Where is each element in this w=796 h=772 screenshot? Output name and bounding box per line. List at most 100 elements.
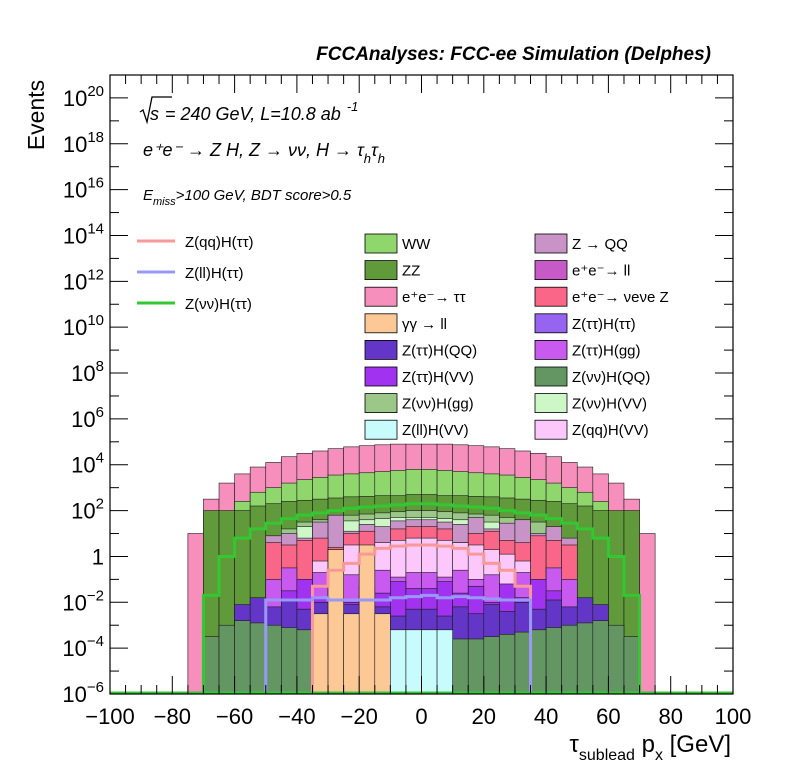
y-tick-label: 108 xyxy=(71,358,104,386)
stack-z-ll-h-vv xyxy=(390,629,453,695)
legend-swatch xyxy=(534,233,568,254)
legend-swatch xyxy=(364,419,398,440)
bar-z-h-qq-3 xyxy=(249,622,267,695)
legend-backgrounds: WW Z → QQ ZZ e⁺e⁻→ ll e⁺e⁻→ ττ e⁺e⁻→ νeνe Z γγ… xyxy=(364,233,669,440)
x-axis-label-main: τ xyxy=(569,731,579,758)
bar-z-h-qq-6 xyxy=(296,629,313,695)
legend-background-label: ZZ xyxy=(402,263,420,280)
legend-signals: Z(qq)H(ττ) Z(ll)H(ττ) Z(νν)H(ττ) xyxy=(137,234,254,313)
bar-z-ll-h-vv-2 xyxy=(421,629,438,695)
stacked-histograms xyxy=(187,443,656,695)
legend-swatch xyxy=(364,233,398,254)
bar-ll-0 xyxy=(312,613,329,695)
legend-swatch xyxy=(364,339,398,360)
x-tick-label: −80 xyxy=(154,704,191,729)
x-tick-label: −60 xyxy=(216,704,253,729)
x-tick-label: 0 xyxy=(415,704,427,729)
bar-z-ll-h-vv-3 xyxy=(436,629,453,695)
process-sub1: h xyxy=(364,151,371,166)
signal-line-z-h xyxy=(201,502,642,694)
legend-background-label: Z(ll)H(VV) xyxy=(402,422,469,439)
legend-background-label: Z(νν)H(VV) xyxy=(572,396,647,413)
annotation-cuts: Emiss>100 GeV, BDT score>0.5 xyxy=(143,187,352,208)
legend-background-label: γγ → ll xyxy=(402,316,447,333)
y-tick-label: 106 xyxy=(71,404,104,432)
process-tau2: τ xyxy=(371,140,379,160)
legend-swatch xyxy=(534,393,568,414)
y-tick-label: 1010 xyxy=(63,312,104,340)
legend-swatch xyxy=(534,366,568,387)
legend-swatch xyxy=(534,313,568,334)
bar-z-h-qq-21 xyxy=(530,629,547,695)
legend-background-label: Z(ττ)H(ττ) xyxy=(572,316,636,333)
legend-signal-label: Z(ll)H(ττ) xyxy=(185,265,244,282)
legend-background-label: e⁺e⁻→ ττ xyxy=(402,289,466,306)
legend-background-label: e⁺e⁻→ νeνe Z xyxy=(572,289,669,306)
bar-ll-4 xyxy=(374,613,391,695)
chart-title: FCCAnalyses: FCC-ee Simulation (Delphes) xyxy=(316,44,711,65)
legend-signal-label: Z(qq)H(ττ) xyxy=(185,234,254,251)
x-tick-label: 60 xyxy=(596,704,620,729)
legend-background-label: Z(ττ)H(gg) xyxy=(572,342,641,359)
legend-swatch xyxy=(534,260,568,281)
x-tick-label: 100 xyxy=(715,704,752,729)
x-axis-label: τsublead px [GeV] xyxy=(569,731,731,764)
legend-background-label: Z(ττ)H(VV) xyxy=(402,369,474,386)
x-axis-label-sub2: x xyxy=(655,747,663,764)
legend-background-label: Z → QQ xyxy=(572,236,628,253)
legend-background-label: Z(νν)H(gg) xyxy=(402,396,474,413)
svg-text:s= 240 GeV, L=10.8 ab-1: s = 240 GeV, L=10.8 ab -1 xyxy=(150,99,358,124)
bar-z-h-qq-17 xyxy=(467,638,485,695)
cuts-sub: miss xyxy=(153,196,176,208)
y-tick-label: 1014 xyxy=(63,220,104,248)
bar-z-h-qq-26 xyxy=(608,624,625,695)
energy-exponent: -1 xyxy=(347,99,359,114)
y-tick-label: 10−6 xyxy=(62,679,104,707)
bar-z-h-qq-4 xyxy=(265,624,282,695)
y-tick-label: 10−2 xyxy=(62,587,104,615)
process-sub2: h xyxy=(378,151,385,166)
bar-z-h-qq-5 xyxy=(281,627,298,695)
x-tick-label: −20 xyxy=(341,704,378,729)
legend-background-label: e⁺e⁻→ ll xyxy=(572,263,630,280)
bar-z-ll-h-vv-0 xyxy=(390,629,407,695)
y-tick-label: 10−4 xyxy=(62,633,104,661)
sqrt-symbol xyxy=(139,96,172,125)
x-axis-label-sub: sublead xyxy=(579,747,635,764)
bar-z-h-qq-0 xyxy=(203,636,220,695)
legend-background-label: WW xyxy=(402,236,431,253)
legend-swatch xyxy=(534,419,568,440)
y-tick-label: 104 xyxy=(71,450,104,478)
energy-sqrt: s xyxy=(150,104,159,124)
bar-z-h-qq-16 xyxy=(452,638,469,695)
bar-z-h-qq-19 xyxy=(499,634,516,695)
x-axis-label-unit: [GeV] xyxy=(663,731,731,758)
legend-swatch xyxy=(364,393,398,414)
legend-swatch xyxy=(534,339,568,360)
axis-ticks: −100 −80 −60 −40 −20 0 20 40 60 80 100 10−6 10−4 10−2… xyxy=(62,74,752,729)
x-axis-label-rest: p xyxy=(635,731,655,758)
cuts-e: E xyxy=(143,187,154,204)
y-tick-label: 1020 xyxy=(63,83,104,111)
legend-swatch xyxy=(364,286,398,307)
bar-z-h-qq-27 xyxy=(623,636,640,695)
bar-z-h-qq-1 xyxy=(218,624,235,695)
process-main: e⁺e⁻ → Z H, Z → νν, H → τ xyxy=(143,140,365,160)
bar-z-h-qq-18 xyxy=(483,636,500,695)
bar-ll-2 xyxy=(343,613,360,695)
y-tick-label: 1016 xyxy=(63,175,104,203)
annotation-process: e⁺e⁻ → Z H, Z → νν, H → τhτh xyxy=(143,140,385,166)
bar-z-h-qq-20 xyxy=(514,631,531,695)
signal-lines xyxy=(110,502,733,694)
legend-swatch xyxy=(534,286,568,307)
bar-z-h-qq-23 xyxy=(561,624,578,695)
bar-e-e-0 xyxy=(187,533,204,695)
x-tick-label: −40 xyxy=(278,704,315,729)
bar-z-ll-h-vv-1 xyxy=(405,629,422,695)
y-tick-label: 1012 xyxy=(63,266,104,294)
annotation-energy: s = 240 GeV, L=10.8 ab -1 xyxy=(139,96,358,125)
plot-area: −100 −80 −60 −40 −20 0 20 40 60 80 100 10−6 10−4 10−2… xyxy=(62,74,752,729)
bar-z-h-qq-24 xyxy=(576,622,594,695)
bar-z-h-qq-2 xyxy=(234,620,251,695)
